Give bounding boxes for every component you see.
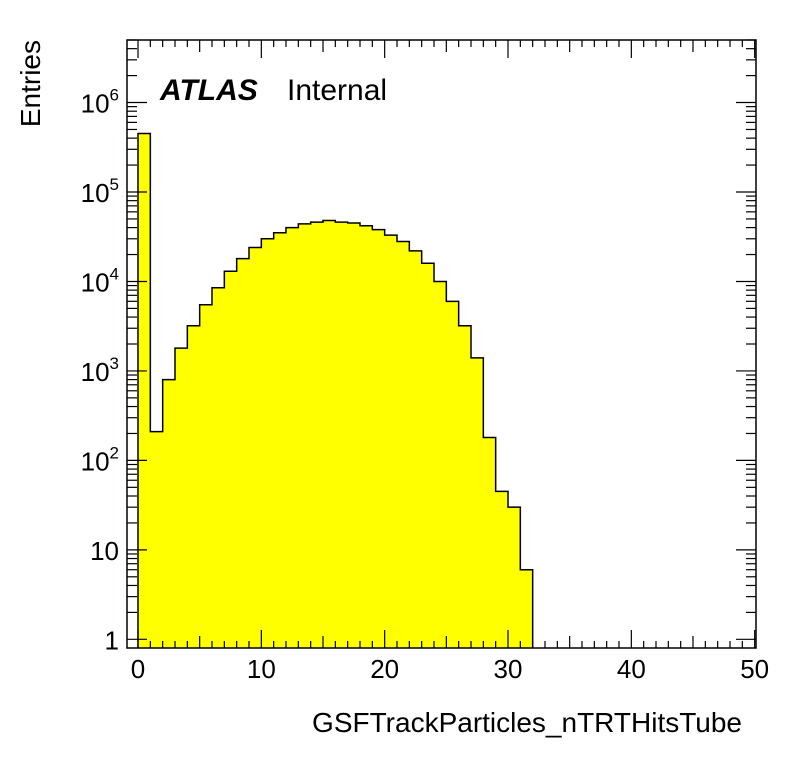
x-tick-label: 30 bbox=[494, 654, 523, 684]
histogram-outline bbox=[137, 132, 534, 648]
histogram-bar bbox=[249, 247, 262, 648]
histogram-bar bbox=[150, 431, 164, 648]
x-axis-title: GSFTrackParticles_nTRTHitsTube bbox=[312, 707, 742, 738]
histogram-bar bbox=[261, 238, 275, 649]
histogram-bar bbox=[138, 133, 151, 649]
y-tick-label: 105 bbox=[81, 175, 119, 208]
y-tick-label: 104 bbox=[81, 264, 119, 297]
y-tick-label: 1 bbox=[105, 625, 119, 655]
y-tick-label: 106 bbox=[81, 86, 119, 119]
x-tick-labels: 0 10 20 30 40 50 bbox=[131, 654, 769, 684]
histogram-bar bbox=[162, 379, 176, 648]
y-tick-labels: 1 10 102 103 104 105 106 bbox=[81, 86, 119, 656]
histogram-bars bbox=[138, 133, 534, 649]
histogram-bar bbox=[199, 304, 213, 648]
histogram-bar bbox=[224, 271, 238, 648]
histogram-bar bbox=[236, 258, 250, 648]
histogram-bar bbox=[347, 223, 361, 648]
histogram-bar bbox=[483, 437, 497, 648]
histogram-bar bbox=[372, 229, 386, 648]
y-tick-label: 10 bbox=[90, 536, 119, 566]
x-tick-label: 40 bbox=[617, 654, 646, 684]
atlas-label: ATLAS bbox=[159, 74, 258, 107]
y-axis-title: Entries bbox=[15, 40, 46, 127]
histogram-bar bbox=[471, 357, 484, 648]
histogram-bar bbox=[360, 225, 373, 649]
x-tick-label: 20 bbox=[370, 654, 399, 684]
histogram-bar bbox=[458, 325, 472, 648]
x-tick-label: 0 bbox=[131, 654, 145, 684]
internal-label: Internal bbox=[287, 74, 387, 107]
histogram-bar bbox=[446, 301, 460, 648]
histogram-bar bbox=[187, 325, 201, 648]
histogram-bar bbox=[384, 235, 398, 649]
histogram-bar bbox=[212, 287, 225, 648]
histogram-bar bbox=[310, 222, 324, 648]
histogram-bar bbox=[273, 232, 287, 648]
histogram-bar bbox=[421, 263, 435, 648]
histogram-bar bbox=[434, 281, 447, 648]
histogram-bar bbox=[409, 250, 423, 648]
y-tick-label: 102 bbox=[81, 443, 119, 476]
x-tick-label: 50 bbox=[740, 654, 769, 684]
histogram-bar bbox=[397, 241, 410, 648]
histogram-bar bbox=[495, 491, 509, 648]
y-tick-label: 103 bbox=[81, 354, 119, 387]
x-tick-label: 10 bbox=[247, 654, 276, 684]
histogram-bar bbox=[175, 348, 188, 648]
histogram-bar bbox=[520, 569, 534, 648]
histogram-bar bbox=[298, 223, 312, 648]
axis-ticks bbox=[127, 39, 756, 648]
histogram-bar bbox=[323, 220, 336, 648]
histogram-bar bbox=[286, 227, 299, 648]
histogram-bar bbox=[508, 507, 521, 648]
histogram-bar bbox=[335, 222, 349, 648]
